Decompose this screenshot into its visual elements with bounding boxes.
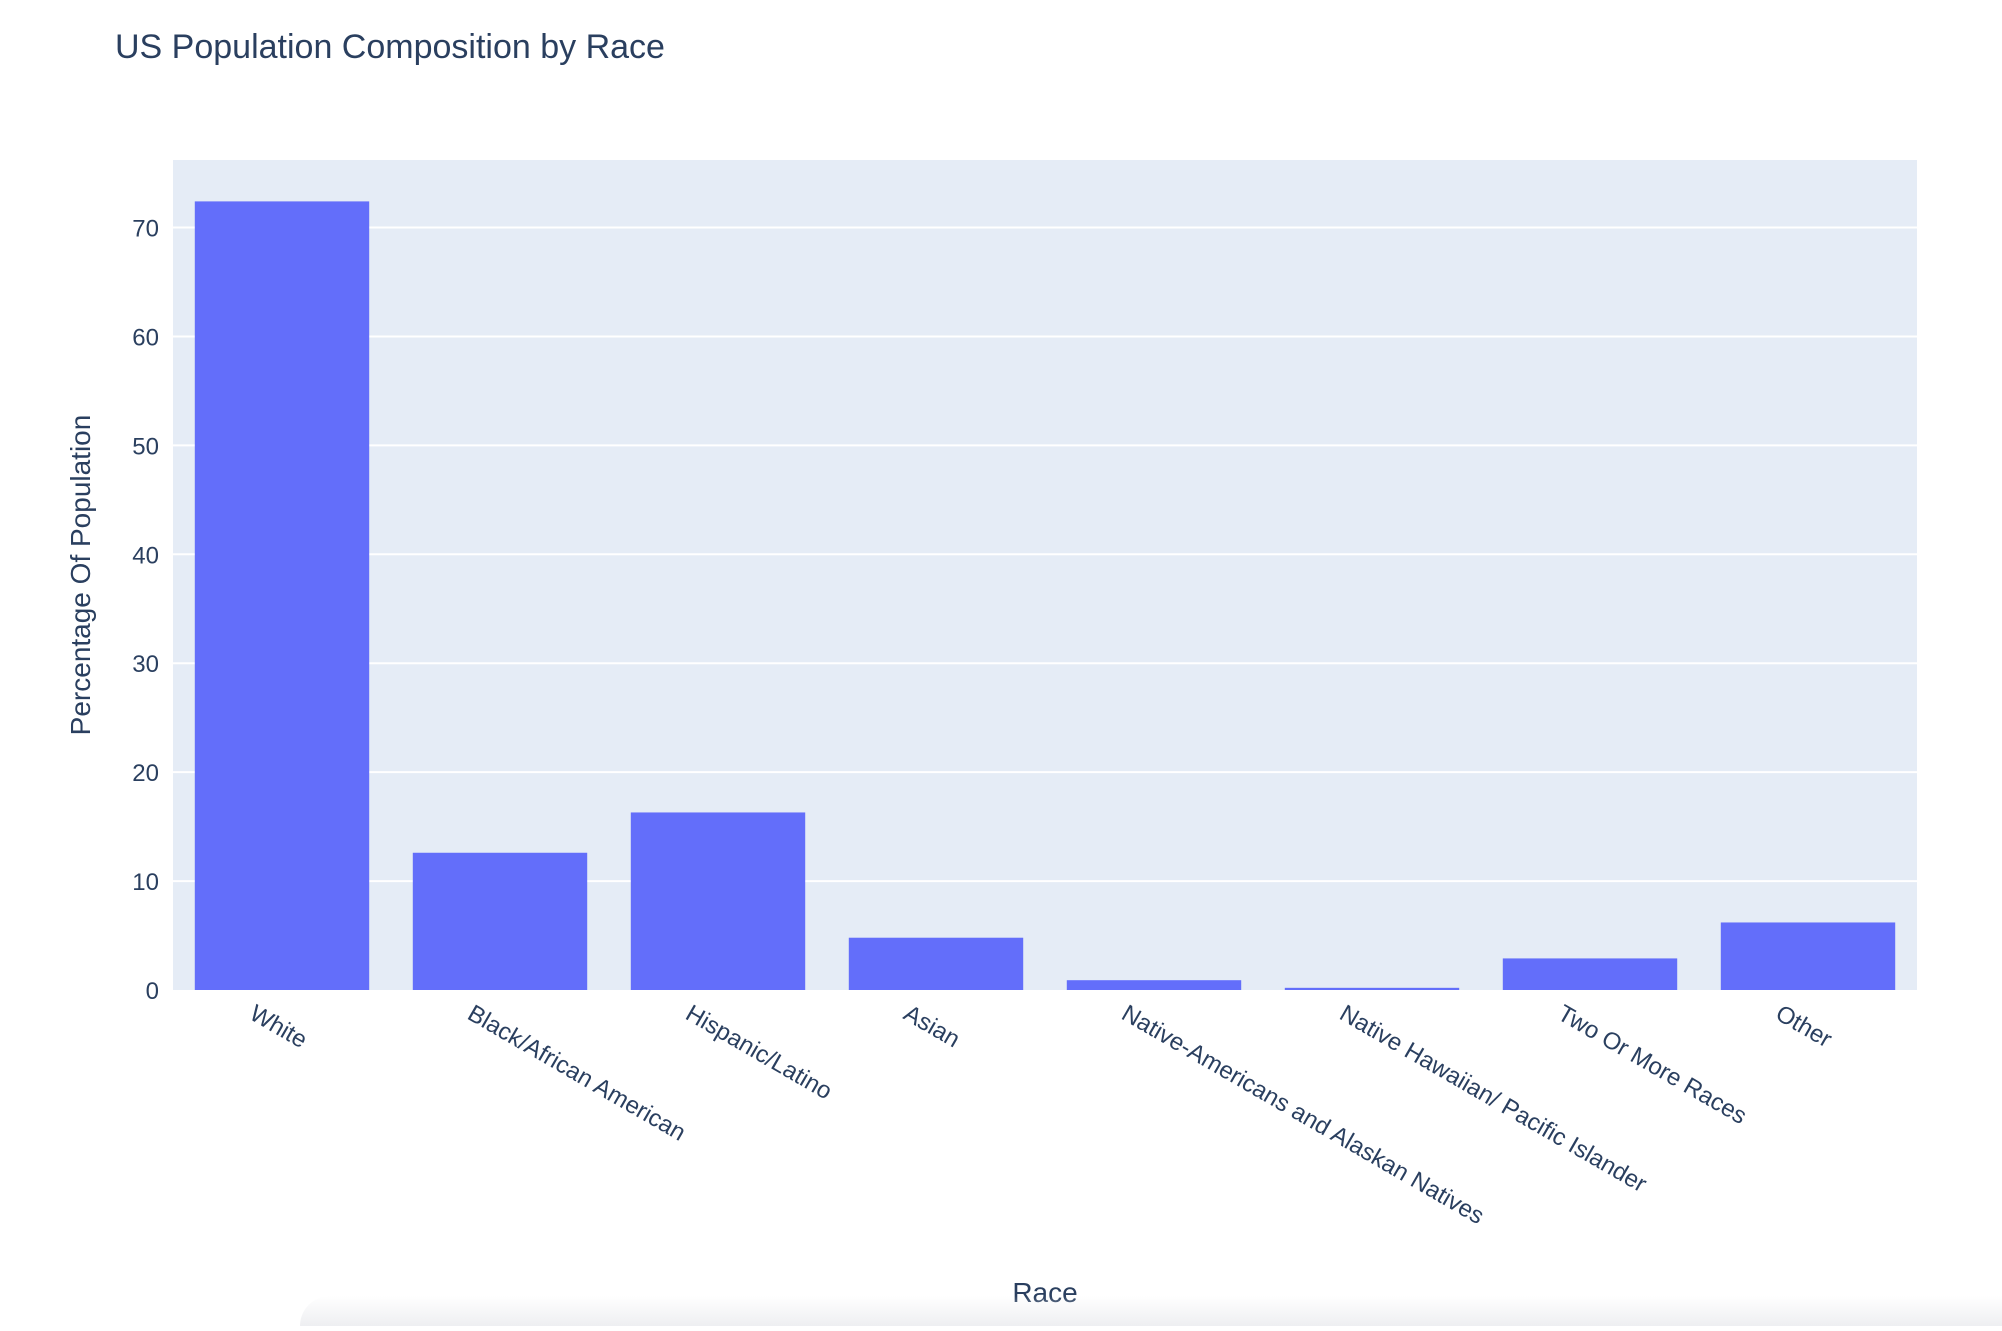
x-tick-label: Other — [1771, 1000, 1836, 1053]
bar — [630, 812, 806, 990]
y-tick-label: 10 — [132, 869, 159, 896]
y-tick-label: 20 — [132, 760, 159, 787]
y-axis-label: Percentage Of Population — [65, 415, 96, 736]
x-tick-label: White — [245, 1000, 312, 1054]
y-tick-label: 30 — [132, 651, 159, 678]
y-tick-label: 40 — [132, 542, 159, 569]
bar — [412, 852, 588, 990]
x-tick-label: Black/African American — [463, 1000, 690, 1147]
bar — [1720, 922, 1896, 990]
x-axis-ticks: White Black/African AmericanHispanic/Lati… — [245, 1000, 1836, 1230]
y-tick-label: 0 — [146, 978, 159, 1005]
chart-title: US Population Composition by Race — [115, 28, 665, 66]
y-tick-label: 50 — [132, 433, 159, 460]
x-tick-label: Native-Americans and Alaskan Natives — [1117, 1000, 1489, 1230]
y-tick-label: 60 — [132, 324, 159, 351]
x-tick-label: Asian — [899, 1000, 965, 1053]
bar — [1284, 987, 1460, 990]
x-tick-label: Hispanic/Latino — [681, 1000, 837, 1105]
bar — [1066, 980, 1242, 990]
x-tick-label: Two Or More Races — [1553, 1000, 1751, 1130]
y-axis-ticks: 0 10 20 30 40 50 60 70 — [132, 216, 159, 1005]
y-tick-label: 70 — [132, 216, 159, 243]
bar — [194, 201, 370, 990]
bars — [194, 201, 1896, 990]
bar — [1502, 958, 1678, 990]
bar — [848, 937, 1024, 990]
plot-area — [173, 160, 1917, 990]
x-axis-label: Race — [1012, 1277, 1077, 1308]
